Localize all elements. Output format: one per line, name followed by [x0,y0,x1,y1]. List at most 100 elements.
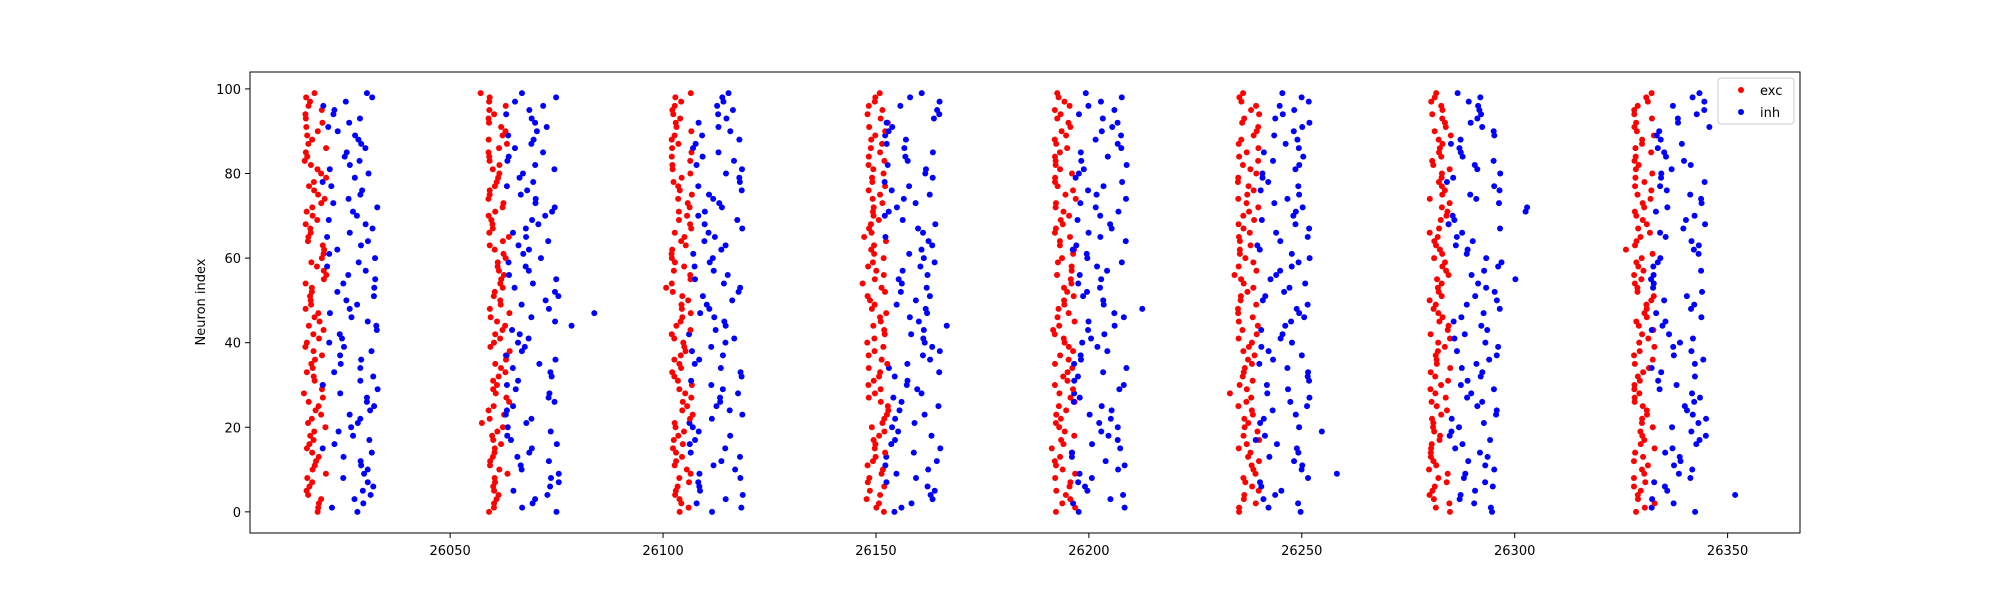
exc-spike [671,259,678,266]
inh-spike [1300,153,1307,160]
inh-spike [1496,187,1503,194]
inh-spike [735,390,742,397]
exc-spike [866,475,873,482]
exc-spike [1236,153,1243,160]
exc-spike [1052,508,1059,515]
inh-spike [1120,491,1127,498]
exc-spike [1643,301,1650,308]
inh-spike [1111,310,1118,317]
exc-spike [310,178,317,185]
inh-spike [370,373,377,380]
inh-spike [1118,132,1125,139]
inh-spike [1452,242,1459,249]
exc-spike [478,420,485,427]
exc-spike [1235,403,1242,410]
exc-spike [663,284,670,291]
inh-spike [891,508,898,515]
exc-spike [1434,284,1441,291]
exc-spike [1255,123,1262,130]
inh-spike [927,356,934,363]
inh-spike [530,178,537,185]
exc-spike [1438,183,1445,190]
inh-spike [1292,208,1299,215]
exc-spike [1429,157,1436,164]
exc-spike [1056,424,1063,431]
exc-spike [1439,140,1446,147]
inh-spike [923,284,930,291]
inh-spike [922,166,929,173]
inh-spike [1100,297,1107,304]
exc-spike [863,496,870,503]
inh-spike [1301,314,1308,321]
inh-spike [725,90,732,97]
inh-spike [353,212,360,219]
exc-spike [1447,365,1454,372]
inh-spike [509,229,516,236]
exc-spike [1248,360,1255,367]
inh-spike [1074,217,1081,224]
exc-spike [1638,255,1645,262]
exc-spike [1235,318,1242,325]
exc-spike [310,373,317,380]
inh-spike [1682,217,1689,224]
inh-spike [518,90,525,97]
exc-spike [870,377,877,384]
inh-spike [532,200,539,207]
inh-spike [1676,339,1683,346]
exc-spike [1437,217,1444,224]
inh-spike [1123,162,1130,169]
inh-spike [1306,394,1313,401]
y-tick-label: 0 [233,506,241,521]
inh-spike [553,276,560,283]
inh-spike [555,479,562,486]
inh-spike [368,348,375,355]
exc-spike [489,166,496,173]
inh-spike [1691,212,1698,219]
exc-spike [674,377,681,384]
inh-spike [368,449,375,456]
exc-spike [1245,420,1252,427]
inh-spike [1482,339,1489,346]
inh-spike [1692,508,1699,515]
inh-spike [882,132,889,139]
exc-spike [871,242,878,249]
legend-exc-marker [1738,87,1744,93]
exc-spike [1631,381,1638,388]
exc-spike [679,407,686,414]
exc-spike [1649,356,1656,363]
inh-spike [935,403,942,410]
inh-spike [357,365,364,372]
inh-spike [1118,145,1125,152]
exc-spike [678,238,685,245]
inh-spike [1493,297,1500,304]
exc-spike [1063,132,1070,139]
inh-spike [364,318,371,325]
inh-spike [367,491,374,498]
exc-spike [1065,343,1072,350]
inh-spike [1467,119,1474,126]
exc-spike [1438,102,1445,109]
inh-spike [723,115,730,122]
exc-spike [865,187,872,194]
inh-spike [699,132,706,139]
inh-spike [532,162,539,169]
exc-spike [878,284,885,291]
inh-spike [1304,233,1311,240]
inh-spike [356,157,363,164]
exc-spike [321,195,328,202]
exc-spike [880,343,887,350]
inh-spike [719,94,726,101]
exc-spike [316,318,323,325]
inh-spike [1122,195,1129,202]
inh-spike [512,98,519,105]
inh-spike [1111,107,1118,114]
inh-spike [503,111,510,118]
inh-spike [529,280,536,287]
exc-spike [1066,102,1073,109]
inh-spike [1471,162,1478,169]
inh-spike [931,487,938,494]
exc-spike [1429,111,1436,118]
exc-spike [880,170,887,177]
inh-spike [739,491,746,498]
inh-spike [1697,394,1703,401]
